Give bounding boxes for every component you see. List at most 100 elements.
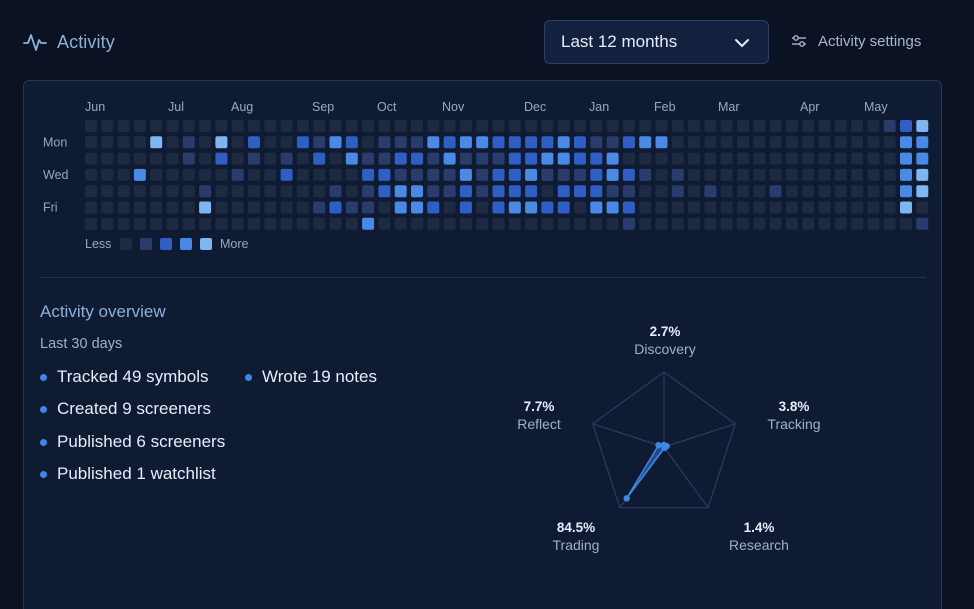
radar-label-reflect: 7.7% Reflect xyxy=(499,399,579,432)
heatmap-cell xyxy=(427,120,440,132)
radar-data-point xyxy=(661,444,668,451)
heatmap-cell xyxy=(117,152,130,165)
heatmap-cell xyxy=(443,185,456,198)
heatmap-cell xyxy=(329,217,342,230)
heatmap-cell xyxy=(264,136,277,149)
radar-data-area xyxy=(626,444,669,499)
heatmap-cell xyxy=(574,152,586,165)
heatmap-cell xyxy=(688,217,701,230)
heatmap-cell xyxy=(525,152,538,165)
heatmap-cell xyxy=(834,136,847,149)
heatmap-cell xyxy=(639,152,652,165)
month-label: Oct xyxy=(377,100,397,114)
heatmap-cell xyxy=(101,185,114,198)
heatmap-cell xyxy=(280,152,293,165)
heatmap-cell xyxy=(655,152,668,165)
heatmap-cell xyxy=(215,168,228,181)
heatmap-cell xyxy=(720,217,733,230)
heatmap-cell xyxy=(248,168,260,181)
chevron-down-icon xyxy=(735,39,749,47)
heatmap-cell xyxy=(639,217,652,230)
heatmap-cell xyxy=(867,185,880,198)
sliders-icon xyxy=(792,35,806,47)
heatmap-cell xyxy=(704,185,717,198)
divider xyxy=(39,277,926,278)
heatmap-cell xyxy=(231,136,244,149)
heatmap-cell xyxy=(753,201,766,214)
activity-settings-button[interactable]: Activity settings xyxy=(790,32,921,50)
heatmap-cell xyxy=(459,152,472,165)
heatmap-cell xyxy=(378,185,391,198)
heatmap-cell xyxy=(785,152,798,165)
heatmap-cell xyxy=(215,185,228,198)
bullet-dot xyxy=(40,470,47,478)
radar-value: 2.7% xyxy=(649,324,681,339)
activity-pulse-icon xyxy=(23,34,47,51)
heatmap-cell xyxy=(622,168,635,181)
heatmap-cell xyxy=(411,217,423,230)
heatmap-cell xyxy=(166,185,179,198)
heatmap-cell xyxy=(557,136,570,149)
heatmap-cell xyxy=(101,168,114,181)
heatmap-cell xyxy=(85,201,97,214)
heatmap-cell xyxy=(704,201,717,214)
heatmap-cell xyxy=(606,136,619,149)
heatmap-cell xyxy=(769,185,782,198)
heatmap-cell xyxy=(264,152,277,165)
heatmap-cell xyxy=(345,152,358,165)
heatmap-cell xyxy=(737,168,749,181)
heatmap-cell xyxy=(834,185,847,198)
heatmap-cell xyxy=(622,201,635,214)
heatmap-cell xyxy=(199,185,212,198)
heatmap-cell xyxy=(248,120,260,132)
heatmap-cell xyxy=(867,201,880,214)
heatmap-cell xyxy=(704,152,717,165)
heatmap-cell xyxy=(182,168,195,181)
heatmap-cell xyxy=(802,136,815,149)
heatmap-cell xyxy=(264,201,277,214)
heatmap-cell xyxy=(394,152,407,165)
stat-published-screeners: Published 6 screeners xyxy=(40,432,225,452)
heatmap-cell xyxy=(622,217,635,230)
heatmap-cell xyxy=(133,217,146,230)
activity-settings-label: Activity settings xyxy=(818,32,922,50)
heatmap-cell xyxy=(459,120,472,132)
heatmap-cell xyxy=(394,217,407,230)
radar-label-trading: 84.5% Trading xyxy=(536,520,616,553)
heatmap-cell xyxy=(427,201,440,214)
heatmap-cell xyxy=(688,201,701,214)
heatmap-cell xyxy=(329,185,342,198)
heatmap-cell xyxy=(476,120,489,132)
heatmap-cell xyxy=(264,217,277,230)
heatmap-cell xyxy=(476,185,489,198)
heatmap-cell xyxy=(834,120,847,132)
date-range-select[interactable]: Last 12 months xyxy=(544,20,769,64)
heatmap-cell xyxy=(427,185,440,198)
heatmap-cell xyxy=(296,120,309,132)
heatmap-cell xyxy=(182,185,195,198)
heatmap-cell xyxy=(606,152,619,165)
heatmap-cell xyxy=(329,168,342,181)
heatmap-cell xyxy=(476,217,489,230)
heatmap-cell xyxy=(492,136,505,149)
heatmap-cell xyxy=(313,201,326,214)
heatmap-cell xyxy=(671,120,684,132)
heatmap-cell xyxy=(280,201,293,214)
heatmap-cell xyxy=(883,168,896,181)
heatmap-cell xyxy=(753,152,766,165)
heatmap-cell xyxy=(459,201,472,214)
heatmap-cell xyxy=(411,136,423,149)
heatmap-cell xyxy=(313,217,326,230)
heatmap-cell xyxy=(150,217,163,230)
page-title-text: Activity xyxy=(57,31,115,52)
heatmap-cell xyxy=(231,201,244,214)
bullet-dot xyxy=(40,405,47,413)
heatmap-cell xyxy=(590,136,603,149)
heatmap-cell xyxy=(443,201,456,214)
heatmap-cell xyxy=(769,168,782,181)
heatmap-cell xyxy=(883,185,896,198)
heatmap-cell xyxy=(117,120,130,132)
heatmap-cell xyxy=(476,201,489,214)
heatmap-cell xyxy=(264,185,277,198)
heatmap-cell xyxy=(508,136,521,149)
